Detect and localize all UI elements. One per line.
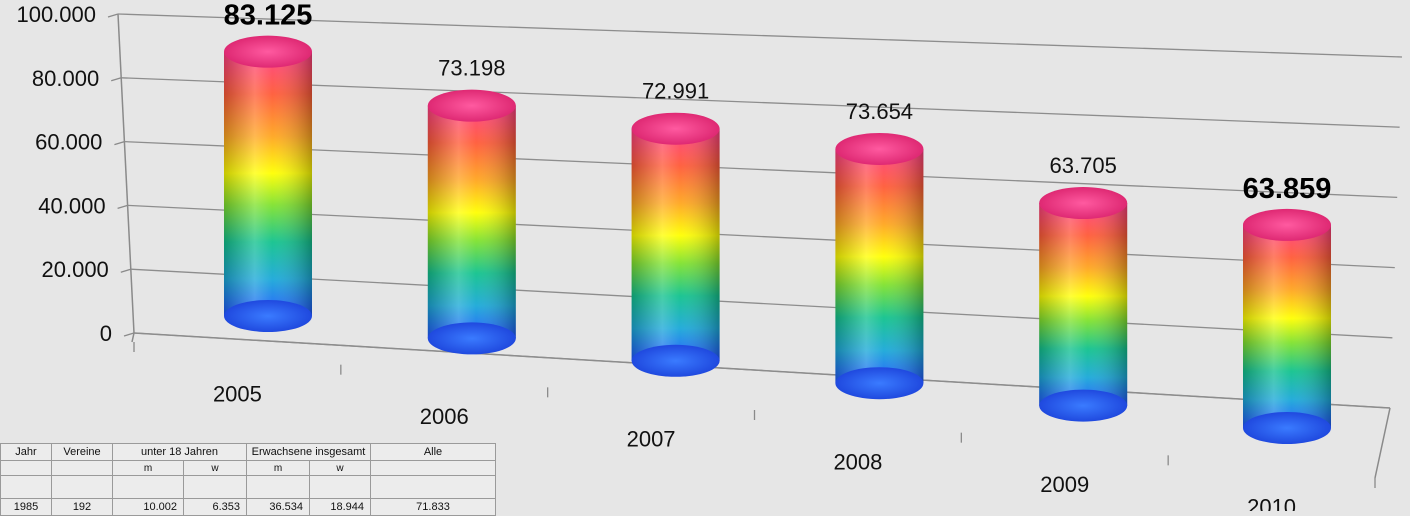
- bar-cylinder: [835, 132, 924, 400]
- data-label: 73.654: [846, 99, 913, 124]
- table-cell: [0, 460, 52, 476]
- bar-cylinder: [631, 112, 720, 377]
- data-label: 73.198: [438, 56, 505, 81]
- data-label: 83.125: [224, 0, 313, 32]
- bar-top: [1039, 187, 1128, 220]
- gridline: [130, 268, 1393, 339]
- bar-top: [631, 112, 720, 145]
- y-tick-label: 60.000: [35, 130, 102, 155]
- table-cell: [51, 475, 113, 499]
- floor-edge-line: [131, 332, 135, 343]
- table-spacer-row: [0, 475, 496, 499]
- bar-shading: [224, 51, 312, 316]
- data-label: 63.705: [1050, 153, 1117, 178]
- x-axis-categories: 2005 2006 2007 2008 2009 2010: [133, 342, 1376, 511]
- gridline: [127, 204, 1395, 269]
- gridline: [121, 77, 1400, 128]
- bar-base: [224, 300, 312, 332]
- bar-cylinder: [427, 89, 516, 355]
- y-tick-label: 100.000: [16, 2, 96, 27]
- table-subheader-row: m w m w: [0, 460, 496, 476]
- table-header-cell: Jahr: [0, 443, 52, 461]
- bar-cylinder: [1039, 187, 1128, 422]
- table-header-cell: Vereine: [51, 443, 113, 461]
- table-cell: [183, 475, 247, 499]
- table-cell: [112, 475, 184, 499]
- y-axis-line: [117, 13, 135, 334]
- table-cell: 6.353: [183, 498, 247, 516]
- gridline: [133, 332, 1391, 409]
- bar-cylinder: [1243, 208, 1331, 444]
- x-tick-label: 2006: [420, 404, 469, 429]
- floor-edge-line: [1374, 407, 1391, 479]
- y-tick-label: 40.000: [38, 193, 105, 218]
- x-tick-label: 2009: [1040, 472, 1089, 497]
- table-header-cell: Alle: [370, 443, 496, 461]
- table-header-row: Jahr Vereine unter 18 Jahren Erwachsene …: [0, 443, 496, 461]
- table-cell: 10.002: [112, 498, 184, 516]
- table-row: 1985 192 10.002 6.353 36.534 18.944 71.8…: [0, 498, 496, 516]
- table-cell: [370, 475, 496, 499]
- bar-shading: [1039, 203, 1128, 406]
- bar-shading: [631, 128, 720, 361]
- bar-top: [224, 35, 312, 68]
- bar-top: [835, 132, 924, 165]
- bar-top: [427, 89, 516, 122]
- gridline: [124, 140, 1398, 199]
- x-tick-label: 2010: [1247, 495, 1296, 511]
- y-tick-mark: [111, 77, 122, 82]
- chart-gridlines: [107, 13, 1403, 409]
- y-tick-mark: [107, 13, 119, 18]
- table-header-cell: Erwachsene insgesamt: [246, 443, 371, 461]
- bar-top: [1243, 208, 1331, 241]
- table-cell: 36.534: [246, 498, 310, 516]
- y-axis-ticks: 0 20.000 40.000 60.000 80.000 100.000: [16, 2, 112, 346]
- table-subheader-cell: w: [183, 460, 247, 476]
- table-subheader-cell: m: [246, 460, 310, 476]
- bar-shading: [1243, 224, 1331, 428]
- table-cell: [0, 475, 52, 499]
- y-tick-label: 20.000: [42, 257, 109, 282]
- y-tick-mark: [114, 140, 125, 146]
- table-cell: 18.944: [309, 498, 371, 516]
- y-tick-mark: [120, 268, 131, 273]
- data-table: Jahr Vereine unter 18 Jahren Erwachsene …: [0, 443, 496, 516]
- bar-base: [427, 322, 516, 355]
- table-subheader-cell: w: [309, 460, 371, 476]
- x-tick-label: 2008: [833, 449, 882, 474]
- bar-shading: [835, 148, 924, 384]
- table-header-cell: unter 18 Jahren: [112, 443, 247, 461]
- table-cell: [370, 460, 496, 476]
- table-cell: 71.833: [370, 498, 496, 516]
- bars: [224, 35, 1331, 444]
- x-tick-label: 2007: [627, 427, 676, 452]
- data-labels: 83.125 73.198 72.991 73.654 63.705 63.859: [224, 0, 1332, 205]
- y-tick-mark: [123, 332, 135, 337]
- bar-base: [835, 367, 924, 400]
- bar-cylinder: [224, 35, 312, 332]
- data-label: 72.991: [642, 79, 709, 104]
- gridline: [117, 13, 1403, 58]
- table-cell: 192: [51, 498, 113, 516]
- y-tick-mark: [117, 204, 128, 210]
- bar-base: [1243, 412, 1331, 444]
- bar-base: [631, 344, 720, 377]
- y-tick-label: 0: [100, 321, 112, 346]
- x-tick-label: 2005: [213, 381, 262, 406]
- y-tick-label: 80.000: [32, 66, 99, 91]
- data-label: 63.859: [1243, 173, 1332, 205]
- bar-base: [1039, 389, 1128, 422]
- table-cell: [51, 460, 113, 476]
- bar-shading: [427, 105, 516, 339]
- table-cell: [246, 475, 310, 499]
- table-cell: 1985: [0, 498, 52, 516]
- table-subheader-cell: m: [112, 460, 184, 476]
- table-cell: [309, 475, 371, 499]
